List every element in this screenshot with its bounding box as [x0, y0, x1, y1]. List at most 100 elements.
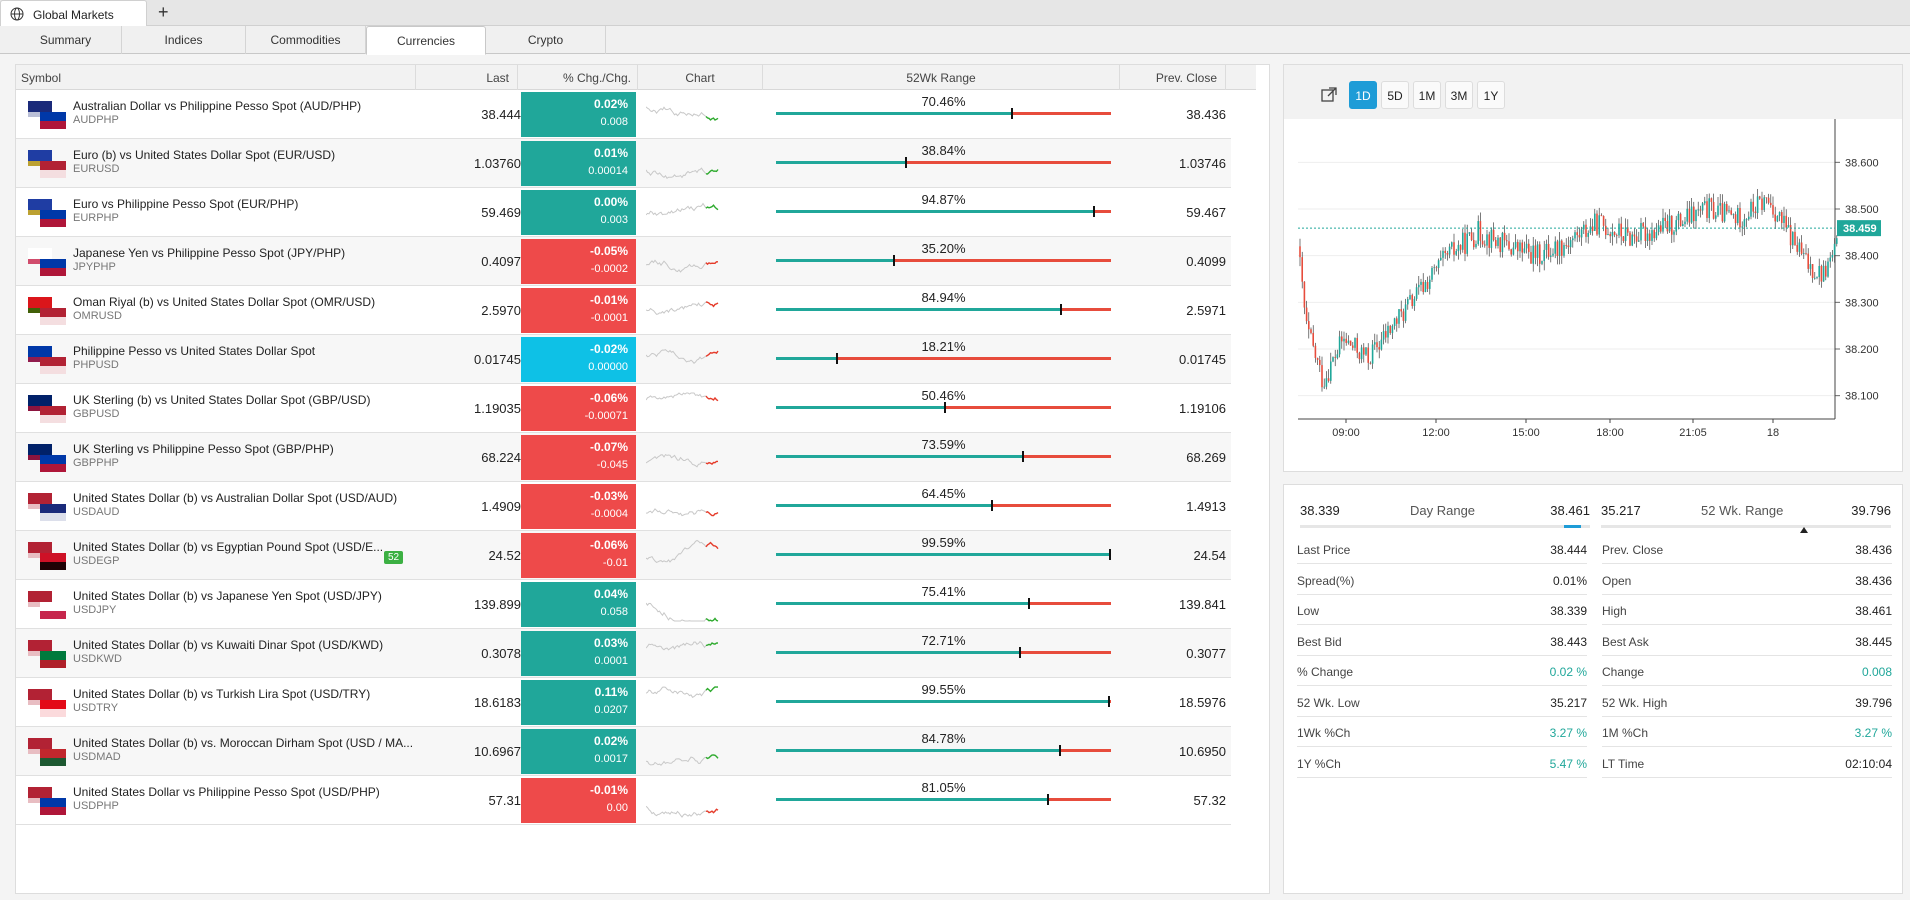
period-1m-button[interactable]: 1M — [1413, 81, 1441, 109]
day-range-label: Day Range — [1410, 503, 1476, 518]
table-row[interactable]: United States Dollar (b) vs Egyptian Pou… — [16, 531, 1231, 580]
candle-body — [1611, 232, 1614, 237]
range-bar-fill — [776, 700, 1110, 703]
previous-close: 0.01745 — [1179, 352, 1226, 367]
candle-body — [1391, 326, 1394, 334]
currency-flag-icon — [28, 493, 66, 521]
range-percent: 81.05% — [921, 780, 966, 795]
currency-name[interactable]: Australian Dollar vs Philippine Pesso Sp… — [73, 99, 362, 113]
currency-name[interactable]: UK Sterling (b) vs United States Dollar … — [73, 393, 371, 407]
currency-name[interactable]: United States Dollar (b) vs Australian D… — [73, 491, 398, 505]
popout-icon[interactable] — [1321, 87, 1337, 103]
candle-body — [1343, 338, 1345, 342]
candle-body — [1827, 261, 1829, 277]
candle-body — [1732, 214, 1735, 216]
candle-body — [1728, 210, 1730, 212]
table-row[interactable]: United States Dollar (b) vs. Moroccan Di… — [16, 727, 1231, 776]
range-marker — [905, 157, 908, 168]
sparkline-today — [705, 511, 719, 517]
tab-currencies[interactable]: Currencies — [366, 26, 486, 55]
candle-body — [1657, 225, 1660, 233]
currency-name[interactable]: UK Sterling vs Philippine Pesso Spot (GB… — [73, 442, 334, 456]
stat-label: High — [1602, 604, 1627, 618]
candle-body — [1481, 240, 1484, 245]
new-tab-button[interactable]: + — [158, 2, 169, 22]
sparkline-today — [705, 395, 719, 402]
table-row[interactable]: Euro vs Philippine Pesso Spot (EUR/PHP) … — [16, 188, 1231, 237]
table-row[interactable]: Euro (b) vs United States Dollar Spot (E… — [16, 139, 1231, 188]
stat-label: Change — [1602, 665, 1645, 679]
currency-flag-icon — [28, 689, 66, 717]
table-row[interactable]: UK Sterling (b) vs United States Dollar … — [16, 384, 1231, 433]
current-price-label: 38.459 — [1843, 223, 1877, 235]
currency-flag-icon — [28, 150, 66, 178]
period-1y-button[interactable]: 1Y — [1477, 81, 1505, 109]
currency-name[interactable]: Philippine Pesso vs United States Dollar… — [73, 344, 316, 358]
currency-name[interactable]: Japanese Yen vs Philippine Pesso Spot (J… — [73, 246, 346, 260]
currency-flag-icon — [28, 199, 66, 227]
table-row[interactable]: United States Dollar (b) vs Kuwaiti Dina… — [16, 629, 1231, 678]
currency-name[interactable]: United States Dollar (b) vs Japanese Yen… — [73, 589, 382, 603]
globe-icon — [10, 7, 24, 21]
range-bar-fill — [776, 259, 894, 262]
header-symbol[interactable]: Symbol — [16, 65, 416, 90]
candlestick-chart[interactable]: 38.600 38.500 38.400 38.300 38.200 38.100 09:0… — [1284, 119, 1902, 471]
sparkline-history — [646, 349, 707, 365]
currency-name[interactable]: Euro vs Philippine Pesso Spot (EUR/PHP) — [73, 197, 299, 211]
candle-body — [1776, 216, 1779, 222]
52wk-range-cell: 99.55% — [776, 678, 1111, 726]
currency-name[interactable]: Oman Riyal (b) vs United States Dollar S… — [73, 295, 376, 309]
candle-body — [1836, 238, 1838, 244]
stat-row: % Change 0.02 % — [1297, 656, 1587, 686]
tab-commodities[interactable]: Commodities — [246, 26, 366, 54]
candle-body — [1772, 205, 1774, 215]
range-marker — [1018, 647, 1021, 658]
tab-summary[interactable]: Summary — [10, 26, 122, 54]
currency-name[interactable]: United States Dollar (b) vs Egyptian Pou… — [73, 540, 384, 554]
period-3m-button[interactable]: 3M — [1445, 81, 1473, 109]
candle-body — [1448, 246, 1451, 255]
table-row[interactable]: United States Dollar (b) vs Australian D… — [16, 482, 1231, 531]
window-tab[interactable]: Global Markets — [0, 0, 147, 26]
currency-name[interactable]: United States Dollar (b) vs. Moroccan Di… — [73, 736, 414, 750]
candle-body — [1404, 304, 1407, 321]
candle-body — [1433, 267, 1435, 269]
table-row[interactable]: Philippine Pesso vs United States Dollar… — [16, 335, 1231, 384]
period-1d-button[interactable]: 1D — [1349, 81, 1377, 109]
absolute-change: 0.0017 — [594, 753, 628, 765]
stat-row: 1Wk %Ch 3.27 % — [1297, 717, 1587, 747]
candle-body — [1429, 279, 1431, 289]
header-last[interactable]: Last — [416, 65, 518, 90]
candle-body — [1605, 225, 1607, 236]
currency-name[interactable]: United States Dollar vs Philippine Pesso… — [73, 785, 380, 799]
candle-body — [1569, 240, 1572, 248]
table-row[interactable]: UK Sterling vs Philippine Pesso Spot (GB… — [16, 433, 1231, 482]
range-bar — [776, 451, 1111, 462]
header-range[interactable]: 52Wk Range — [763, 65, 1120, 90]
header-change[interactable]: % Chg./Chg. — [518, 65, 638, 90]
sparkline-chart — [646, 805, 719, 818]
table-row[interactable]: Japanese Yen vs Philippine Pesso Spot (J… — [16, 237, 1231, 286]
range-percent: 99.55% — [921, 682, 966, 697]
candle-body — [1558, 240, 1561, 256]
last-price: 59.469 — [481, 205, 521, 220]
table-row[interactable]: Oman Riyal (b) vs United States Dollar S… — [16, 286, 1231, 335]
candle-body — [1787, 225, 1790, 228]
period-5d-button[interactable]: 5D — [1381, 81, 1409, 109]
currency-name[interactable]: Euro (b) vs United States Dollar Spot (E… — [73, 148, 336, 162]
tab-crypto[interactable]: Crypto — [486, 26, 606, 54]
table-row[interactable]: United States Dollar (b) vs Japanese Yen… — [16, 580, 1231, 629]
candle-body — [1565, 245, 1567, 246]
stat-row: 1M %Ch 3.27 % — [1602, 717, 1892, 747]
candle-body — [1649, 233, 1651, 241]
table-row[interactable]: Australian Dollar vs Philippine Pesso Sp… — [16, 90, 1231, 139]
change-cell: 0.04% 0.058 — [521, 582, 636, 627]
currency-name[interactable]: United States Dollar (b) vs Turkish Lira… — [73, 687, 371, 701]
header-prev-close[interactable]: Prev. Close — [1120, 65, 1226, 90]
last-price: 1.03760 — [474, 156, 521, 171]
table-row[interactable]: United States Dollar vs Philippine Pesso… — [16, 776, 1231, 825]
table-row[interactable]: United States Dollar (b) vs Turkish Lira… — [16, 678, 1231, 727]
currency-name[interactable]: United States Dollar (b) vs Kuwaiti Dina… — [73, 638, 384, 652]
candle-body — [1367, 347, 1369, 363]
tab-indices[interactable]: Indices — [122, 26, 246, 54]
